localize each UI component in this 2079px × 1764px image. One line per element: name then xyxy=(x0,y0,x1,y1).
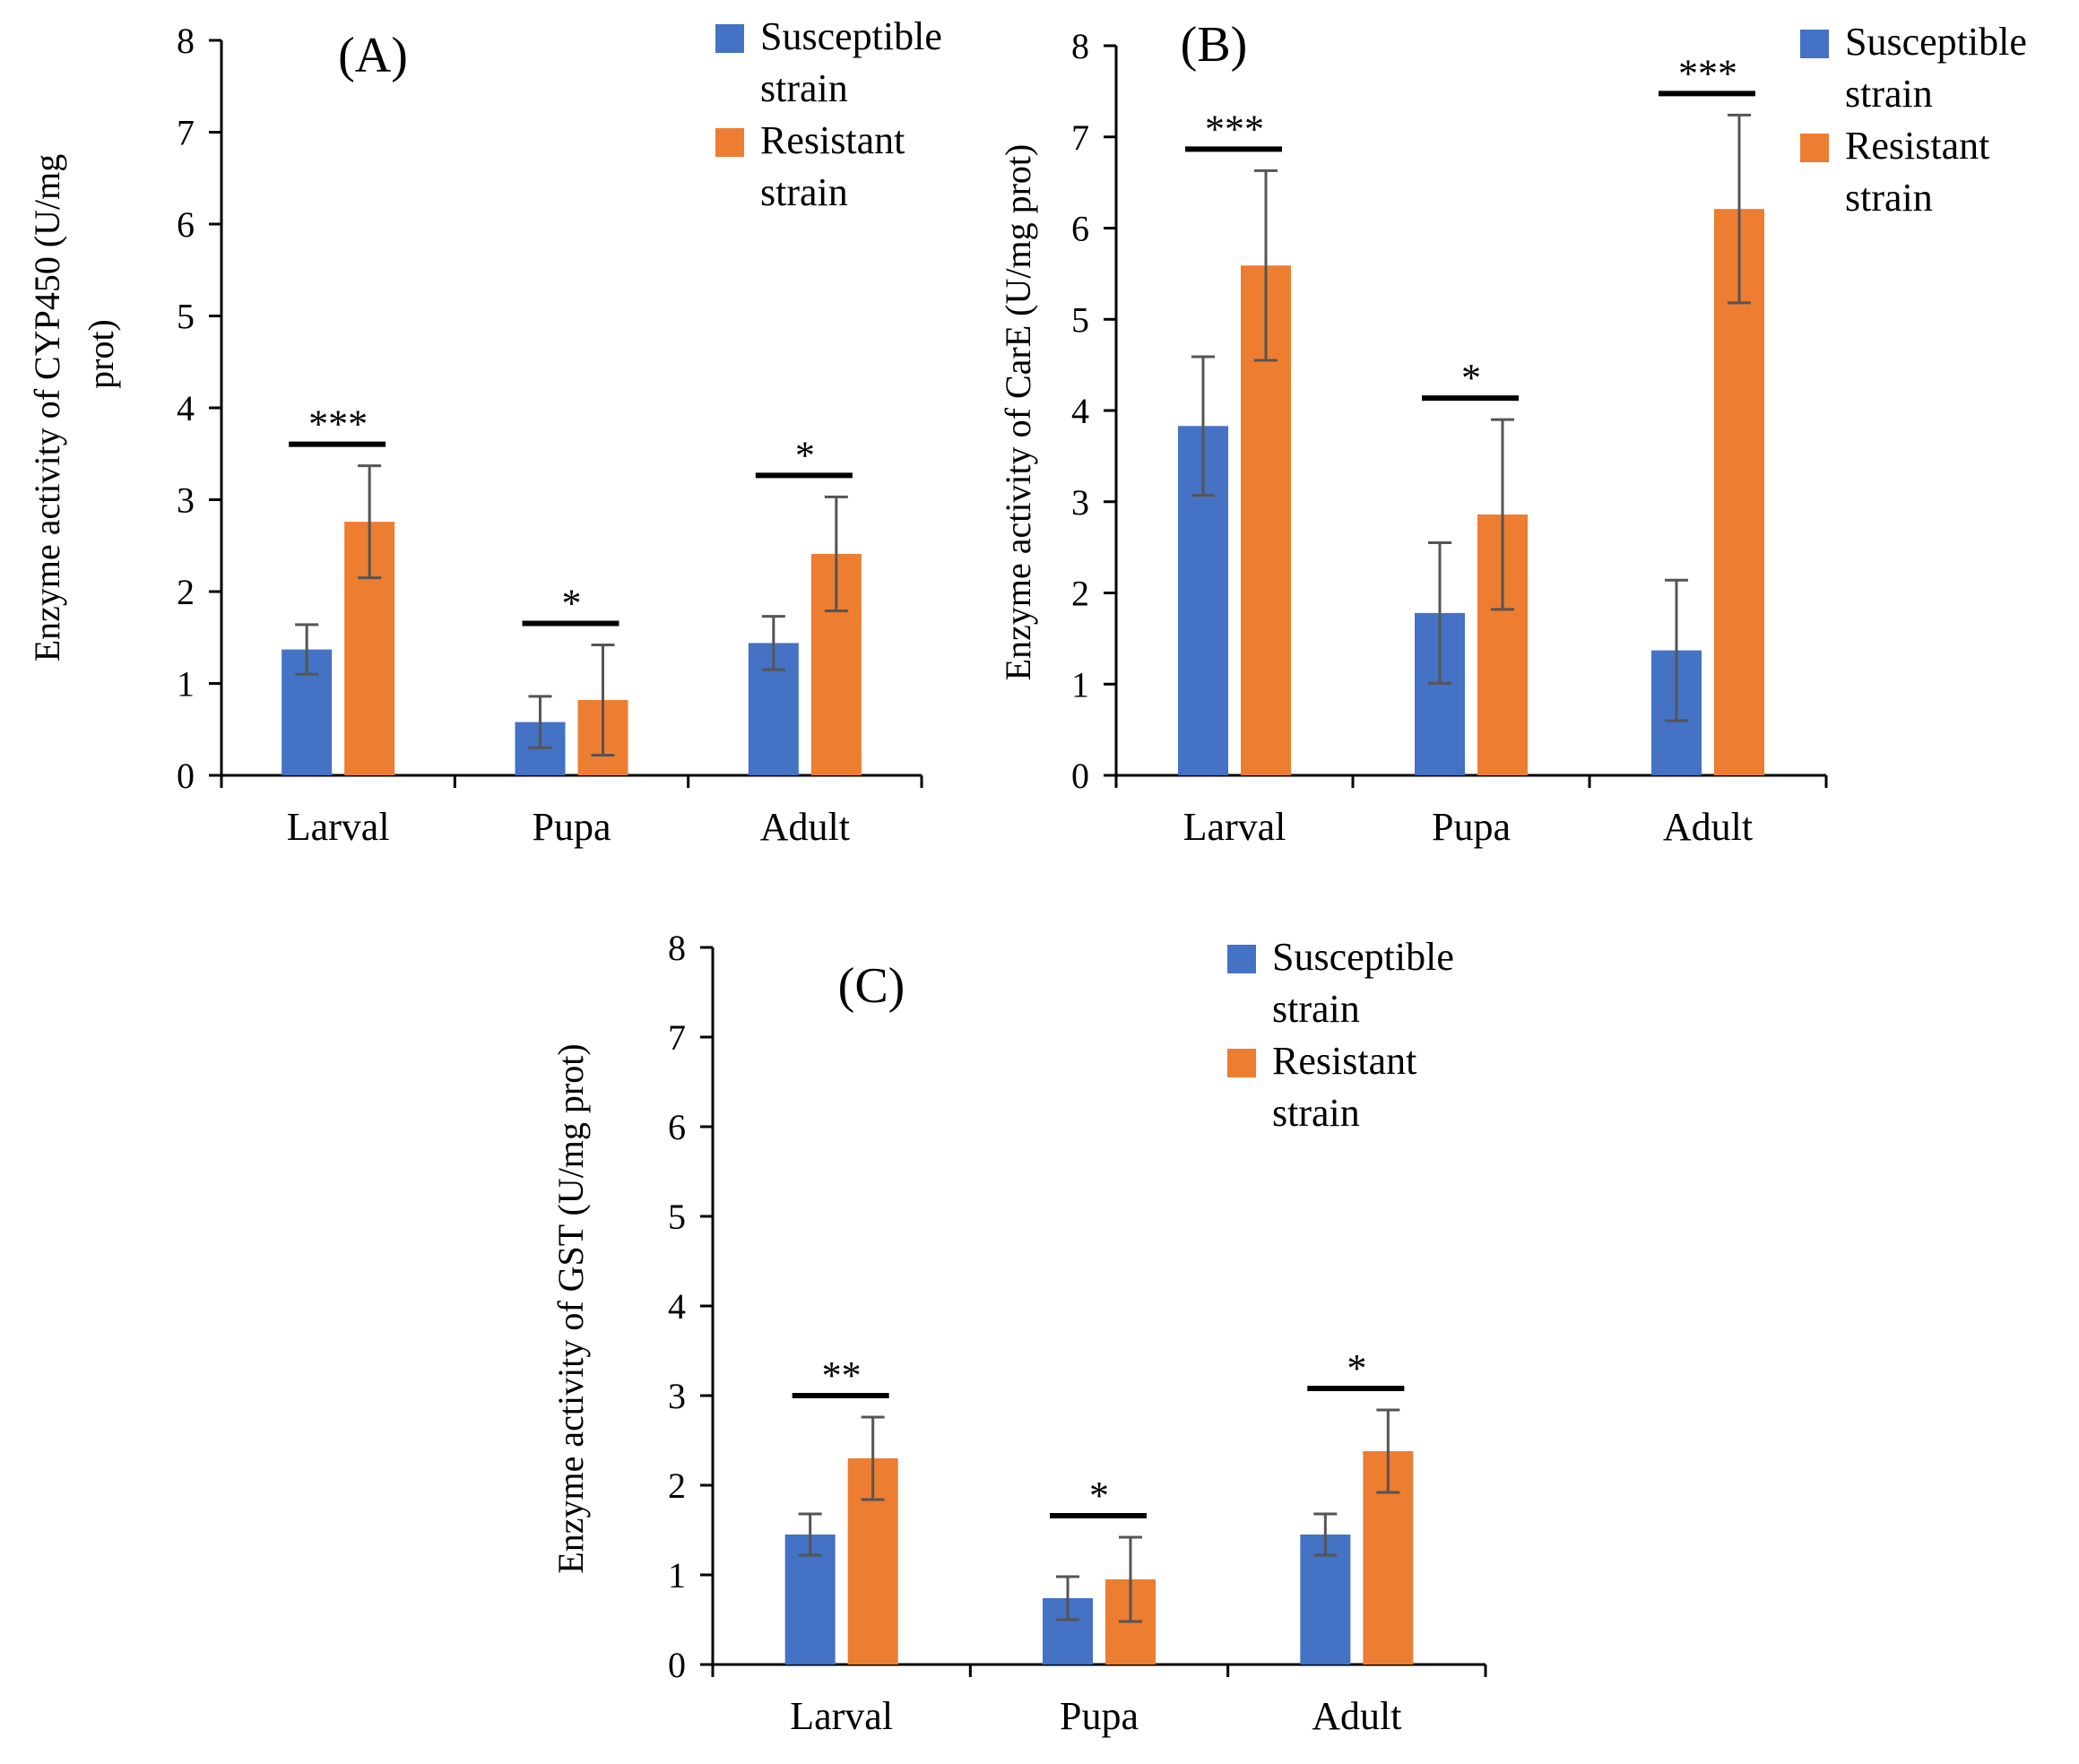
legend-label: strain xyxy=(1845,176,1933,220)
y-tick-label: 8 xyxy=(668,928,686,968)
y-tick-label: 6 xyxy=(177,204,195,245)
y-tick-label: 3 xyxy=(1071,482,1089,523)
y-tick-label: 7 xyxy=(668,1017,686,1058)
legend-label: strain xyxy=(1272,987,1360,1031)
legend-label: Susceptible xyxy=(1272,935,1454,979)
y-tick-label: 5 xyxy=(177,297,195,337)
y-axis-label-line-2: prot) xyxy=(81,319,121,389)
y-tick-label: 5 xyxy=(668,1197,686,1237)
x-tick-label: Pupa xyxy=(533,805,611,849)
significance-marker: ** xyxy=(822,1353,862,1397)
legend-label: Susceptible xyxy=(760,14,942,58)
y-tick-label: 7 xyxy=(1071,117,1089,158)
y-tick-label: 3 xyxy=(177,480,195,521)
y-tick-label: 0 xyxy=(177,756,195,796)
significance-marker: * xyxy=(795,433,815,477)
significance-marker: *** xyxy=(1205,107,1264,151)
x-tick-label: Larval xyxy=(790,1694,893,1738)
y-tick-label: 4 xyxy=(1071,391,1089,431)
legend-label: Resistant xyxy=(1845,124,1989,168)
y-axis-label: Enzyme activity of CYP450 (U/mg xyxy=(27,154,67,662)
y-tick-label: 1 xyxy=(668,1555,686,1595)
y-tick-label: 1 xyxy=(1071,664,1089,705)
x-tick-label: Larval xyxy=(1183,805,1286,849)
y-tick-label: 3 xyxy=(668,1376,686,1416)
legend-swatch-susceptible xyxy=(1227,945,1256,973)
y-tick-label: 0 xyxy=(1071,756,1089,796)
significance-marker: * xyxy=(1089,1474,1109,1518)
y-tick-label: 1 xyxy=(177,664,195,705)
legend-swatch-resistant xyxy=(715,128,744,157)
legend-label: Resistant xyxy=(760,118,905,162)
legend-label: strain xyxy=(760,66,848,110)
y-tick-label: 8 xyxy=(1071,26,1089,66)
y-tick-label: 5 xyxy=(1071,299,1089,340)
x-tick-label: Pupa xyxy=(1432,805,1511,849)
legend-swatch-resistant xyxy=(1800,134,1829,162)
significance-marker: * xyxy=(562,581,582,625)
y-tick-label: 7 xyxy=(177,113,195,153)
legend-label: strain xyxy=(1845,72,1933,116)
y-tick-label: 4 xyxy=(177,388,195,428)
panel-c: 0 1 2 3 4 5 6 7 8 Larval ** Pupa * Adult * (C) Enzyme ac… xyxy=(550,928,1487,1738)
y-axis-label: Enzyme activity of GST (U/mg prot) xyxy=(550,1043,591,1573)
significance-marker: * xyxy=(1347,1346,1366,1390)
significance-marker: * xyxy=(1461,356,1481,400)
x-tick-label: Adult xyxy=(1312,1694,1401,1738)
y-tick-label: 6 xyxy=(1071,209,1089,249)
y-tick-label: 8 xyxy=(177,21,195,61)
legend-swatch-susceptible xyxy=(1800,30,1829,58)
legend-label: strain xyxy=(760,170,848,214)
panel-title: (B) xyxy=(1181,17,1248,73)
y-tick-label: 4 xyxy=(668,1286,686,1327)
legend-label: Resistant xyxy=(1272,1039,1416,1083)
x-tick-label: Larval xyxy=(287,805,390,849)
legend-label: Susceptible xyxy=(1845,20,2027,64)
y-tick-label: 0 xyxy=(668,1645,686,1685)
x-tick-label: Adult xyxy=(760,805,850,849)
legend-label: strain xyxy=(1272,1091,1360,1135)
y-tick-label: 2 xyxy=(177,572,195,612)
panel-b: 0 1 2 3 4 5 6 7 8 Larval *** Pupa * Adult *** (B) Enzyme… xyxy=(998,17,2027,849)
legend-swatch-resistant xyxy=(1227,1049,1256,1077)
panel-title: (A) xyxy=(338,28,408,83)
y-tick-label: 2 xyxy=(1071,574,1089,614)
y-tick-label: 6 xyxy=(668,1107,686,1147)
panel-a: 0 1 2 3 4 5 6 7 8 Larval *** Pupa * Adult * (A) Enzyme a… xyxy=(27,14,942,849)
x-tick-label: Adult xyxy=(1663,805,1753,849)
panel-title: (C) xyxy=(838,958,905,1014)
y-axis-label: Enzyme activity of CarE (U/mg prot) xyxy=(998,144,1038,681)
significance-marker: *** xyxy=(308,402,368,446)
y-tick-label: 2 xyxy=(668,1466,686,1506)
significance-marker: *** xyxy=(1678,51,1737,95)
legend-swatch-susceptible xyxy=(715,24,744,53)
x-tick-label: Pupa xyxy=(1060,1694,1139,1738)
